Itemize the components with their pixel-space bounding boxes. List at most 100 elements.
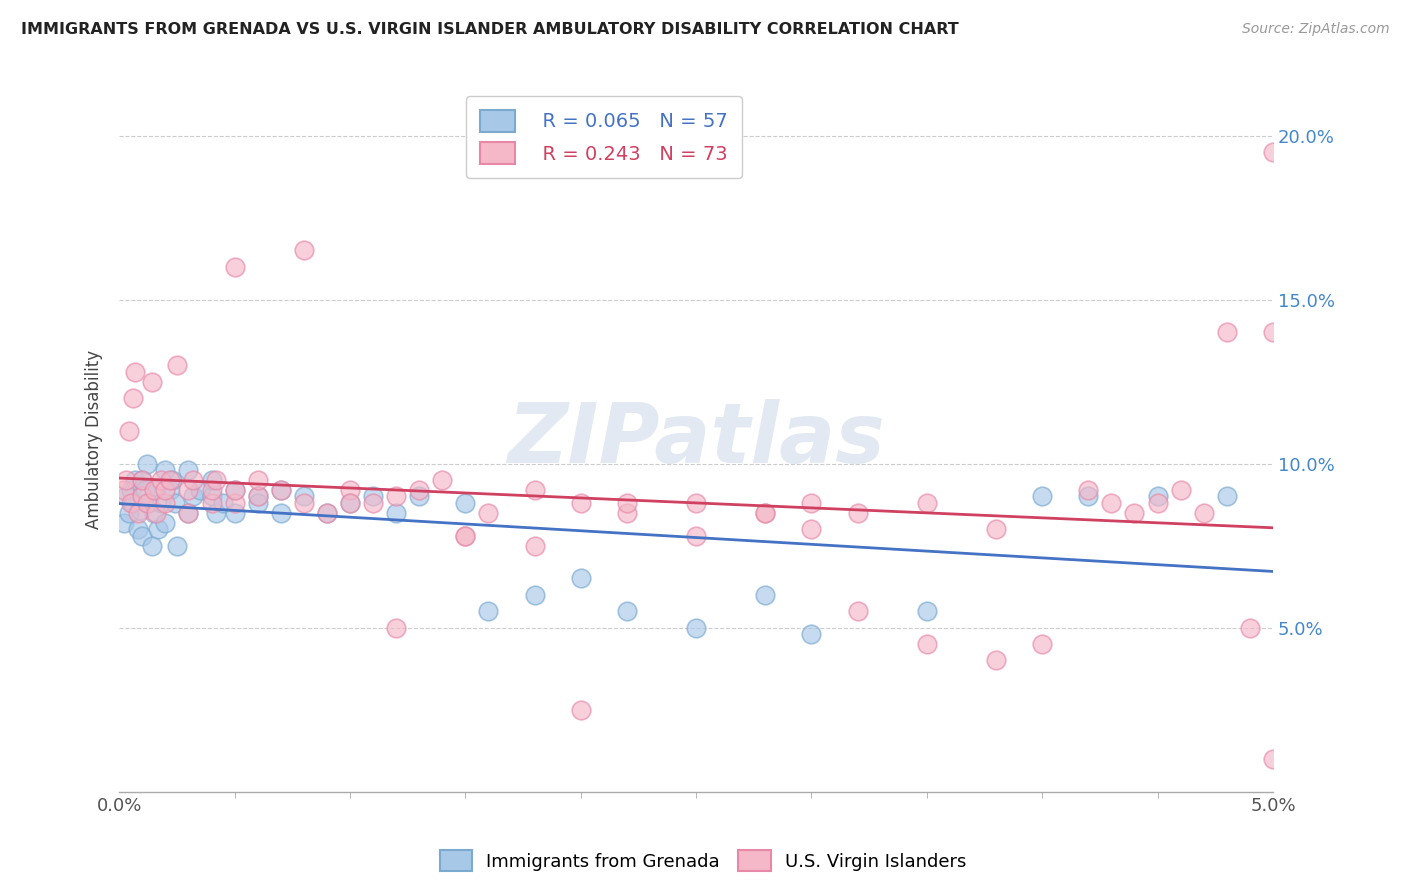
Point: [408, 490, 430, 504]
Point: [224, 260, 246, 274]
Point: [523, 588, 546, 602]
Point: [131, 490, 153, 504]
Point: [1261, 326, 1284, 340]
Point: [155, 516, 177, 530]
Point: [800, 627, 823, 641]
Point: [205, 473, 228, 487]
Point: [188, 483, 211, 497]
Point: [846, 604, 869, 618]
Point: [159, 473, 181, 487]
Point: [1031, 637, 1053, 651]
Point: [1123, 506, 1146, 520]
Point: [523, 539, 546, 553]
Point: [361, 490, 384, 504]
Point: [616, 506, 638, 520]
Point: [142, 483, 165, 497]
Point: [127, 522, 149, 536]
Point: [205, 506, 228, 520]
Point: [754, 506, 776, 520]
Point: [1099, 496, 1122, 510]
Point: [915, 496, 938, 510]
Point: [1077, 490, 1099, 504]
Point: [915, 637, 938, 651]
Legend:   R = 0.065   N = 57,   R = 0.243   N = 73: R = 0.065 N = 57, R = 0.243 N = 73: [465, 96, 741, 178]
Point: [1077, 483, 1099, 497]
Point: [569, 571, 592, 585]
Point: [224, 506, 246, 520]
Point: [155, 463, 177, 477]
Point: [246, 490, 269, 504]
Point: [1216, 490, 1239, 504]
Point: [138, 496, 160, 510]
Point: [136, 457, 159, 471]
Point: [120, 496, 142, 510]
Point: [915, 604, 938, 618]
Point: [339, 496, 361, 510]
Point: [984, 653, 1007, 667]
Point: [569, 496, 592, 510]
Point: [112, 483, 135, 497]
Point: [124, 365, 146, 379]
Point: [200, 473, 222, 487]
Point: [800, 496, 823, 510]
Point: [122, 496, 145, 510]
Point: [224, 483, 246, 497]
Point: [270, 483, 292, 497]
Point: [131, 473, 153, 487]
Point: [162, 473, 184, 487]
Point: [385, 621, 408, 635]
Point: [159, 483, 181, 497]
Point: [136, 496, 159, 510]
Point: [454, 496, 477, 510]
Point: [316, 506, 339, 520]
Point: [142, 506, 165, 520]
Point: [224, 496, 246, 510]
Point: [1192, 506, 1215, 520]
Point: [246, 490, 269, 504]
Point: [1146, 490, 1168, 504]
Y-axis label: Ambulatory Disability: Ambulatory Disability: [86, 350, 103, 529]
Point: [754, 506, 776, 520]
Point: [149, 496, 172, 510]
Point: [177, 463, 200, 477]
Point: [1239, 621, 1261, 635]
Point: [477, 604, 499, 618]
Point: [523, 483, 546, 497]
Point: [616, 604, 638, 618]
Point: [292, 490, 315, 504]
Text: Source: ZipAtlas.com: Source: ZipAtlas.com: [1241, 22, 1389, 37]
Point: [141, 539, 163, 553]
Point: [1261, 752, 1284, 766]
Point: [145, 483, 167, 497]
Text: ZIPatlas: ZIPatlas: [508, 399, 884, 480]
Point: [316, 506, 339, 520]
Point: [177, 506, 200, 520]
Point: [177, 506, 200, 520]
Legend: Immigrants from Grenada, U.S. Virgin Islanders: Immigrants from Grenada, U.S. Virgin Isl…: [432, 843, 974, 879]
Point: [212, 496, 235, 510]
Point: [166, 358, 188, 372]
Point: [181, 490, 204, 504]
Point: [339, 483, 361, 497]
Point: [292, 244, 315, 258]
Point: [846, 506, 869, 520]
Point: [270, 506, 292, 520]
Point: [432, 473, 454, 487]
Point: [134, 483, 156, 497]
Point: [569, 703, 592, 717]
Point: [800, 522, 823, 536]
Point: [454, 529, 477, 543]
Point: [1146, 496, 1168, 510]
Point: [145, 506, 167, 520]
Point: [181, 473, 204, 487]
Point: [131, 473, 153, 487]
Point: [141, 375, 163, 389]
Point: [177, 483, 200, 497]
Point: [685, 529, 707, 543]
Point: [131, 529, 153, 543]
Point: [292, 496, 315, 510]
Point: [124, 473, 146, 487]
Point: [984, 522, 1007, 536]
Point: [246, 473, 269, 487]
Point: [200, 483, 222, 497]
